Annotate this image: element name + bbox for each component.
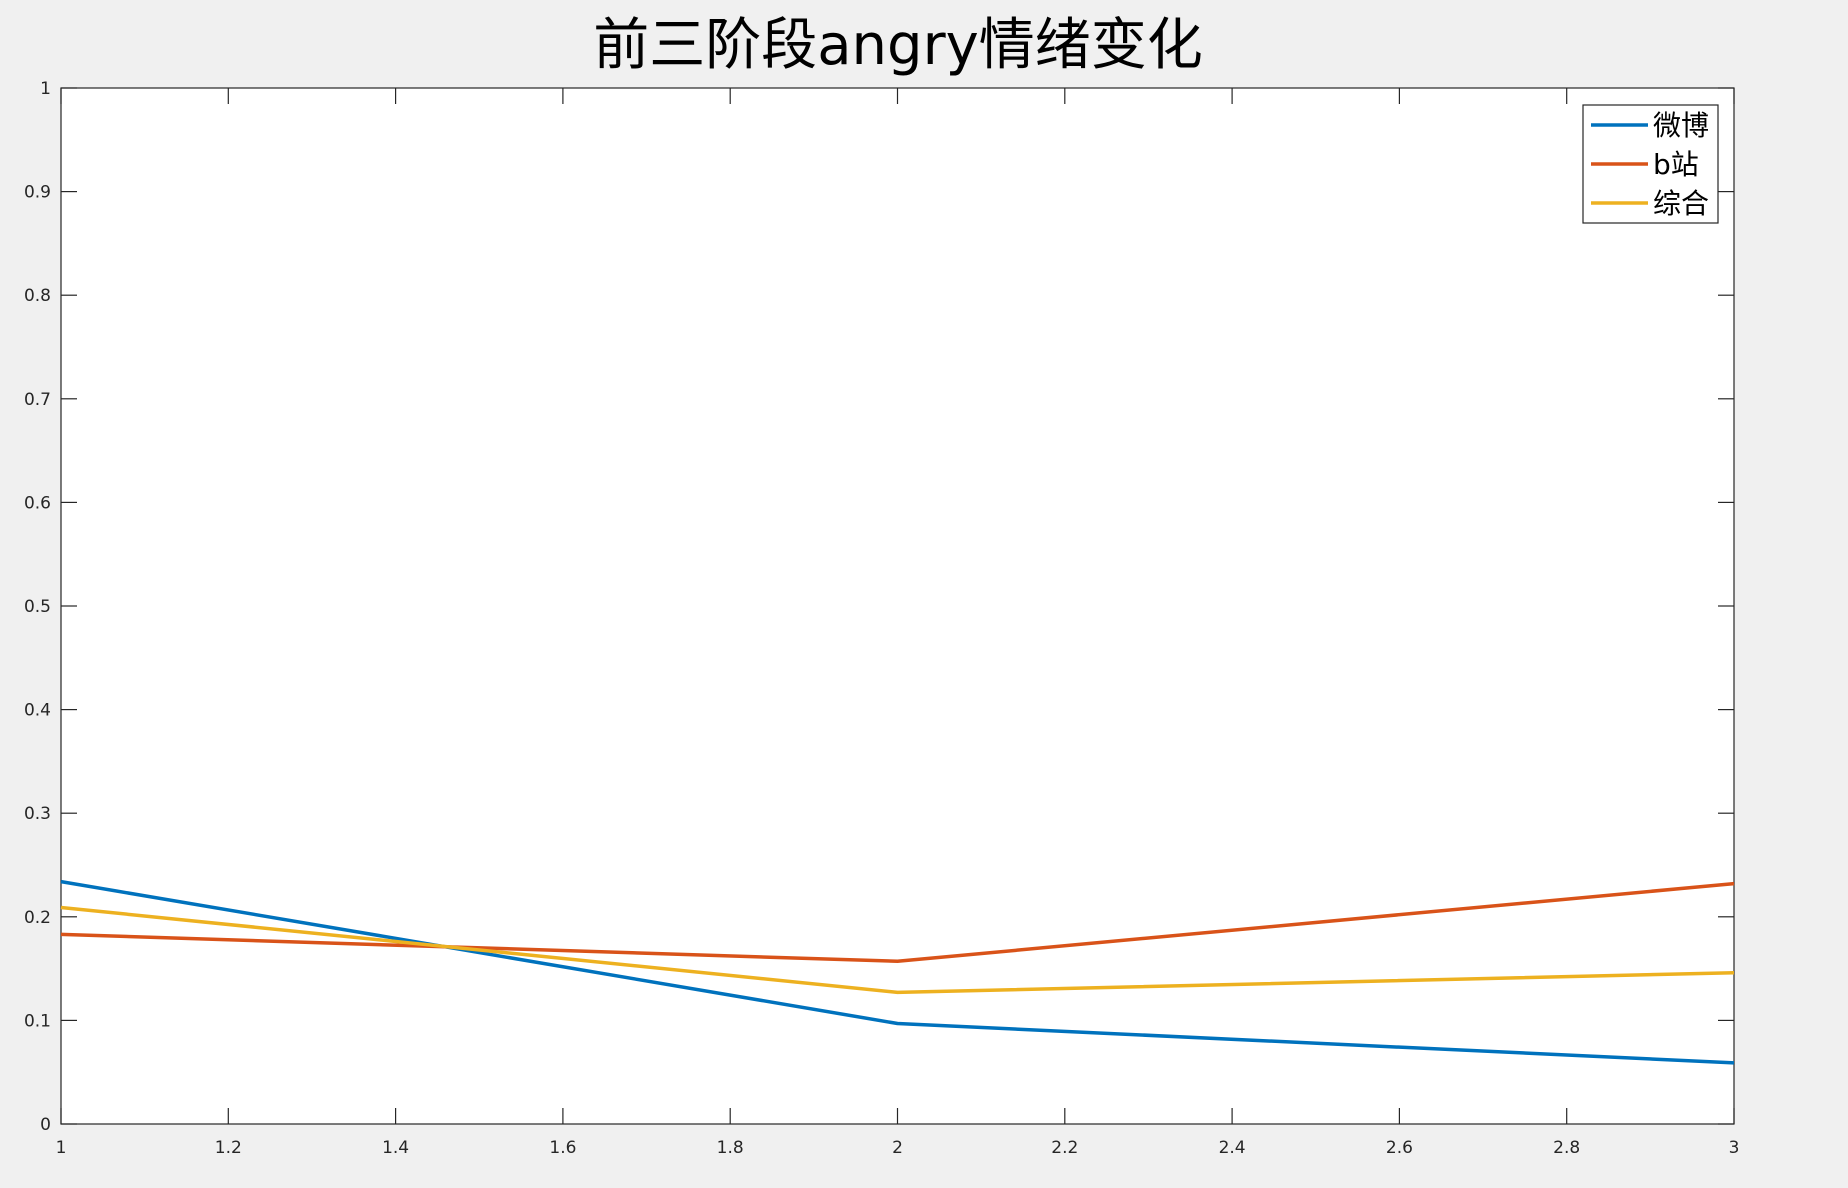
- chart-title: 前三阶段angry情绪变化: [593, 13, 1203, 78]
- y-tick-label: 0.6: [24, 493, 51, 513]
- series-lines: [60, 879, 1735, 1065]
- axis-ticks: 1 1.2 1.4 1.6 1.8 2 2.2 2.4 2.6 2.8 3 0 0.1 0.2 0.3 0.4…: [24, 79, 1739, 1158]
- x-tick-label: 2.2: [1051, 1138, 1078, 1158]
- x-tick-label: 1.6: [549, 1138, 576, 1158]
- y-tick-label: 0.2: [24, 908, 51, 928]
- y-tick-label: 0.9: [24, 183, 51, 203]
- legend-label-3: 综合: [1653, 187, 1709, 220]
- y-tick-label: 0.7: [24, 390, 51, 410]
- y-tick-label: 0.3: [24, 804, 51, 824]
- x-tick-label: 3: [1729, 1138, 1740, 1158]
- y-tick-label: 0.1: [24, 1011, 51, 1031]
- legend-label-2: b站: [1653, 148, 1699, 181]
- x-tick-label: 1.2: [215, 1138, 242, 1158]
- x-tick-label: 2.8: [1553, 1138, 1580, 1158]
- series-line-3: [60, 905, 1735, 995]
- x-tick-label: 2: [892, 1138, 903, 1158]
- x-tick-label: 1.8: [717, 1138, 744, 1158]
- y-tick-label: 0.5: [24, 597, 51, 617]
- series-line-1: [60, 879, 1735, 1065]
- x-tick-label: 2.6: [1386, 1138, 1413, 1158]
- series-line-2: [60, 881, 1735, 964]
- y-tick-label: 0: [40, 1115, 51, 1135]
- y-tick-label: 1: [40, 79, 51, 99]
- legend-label-1: 微博: [1653, 109, 1709, 142]
- x-tick-label: 1.4: [382, 1138, 409, 1158]
- y-tick-label: 0.8: [24, 286, 51, 306]
- x-tick-label: 2.4: [1219, 1138, 1246, 1158]
- x-tick-label: 1: [56, 1138, 67, 1158]
- plot-area: [60, 87, 1735, 1125]
- y-tick-label: 0.4: [24, 701, 51, 721]
